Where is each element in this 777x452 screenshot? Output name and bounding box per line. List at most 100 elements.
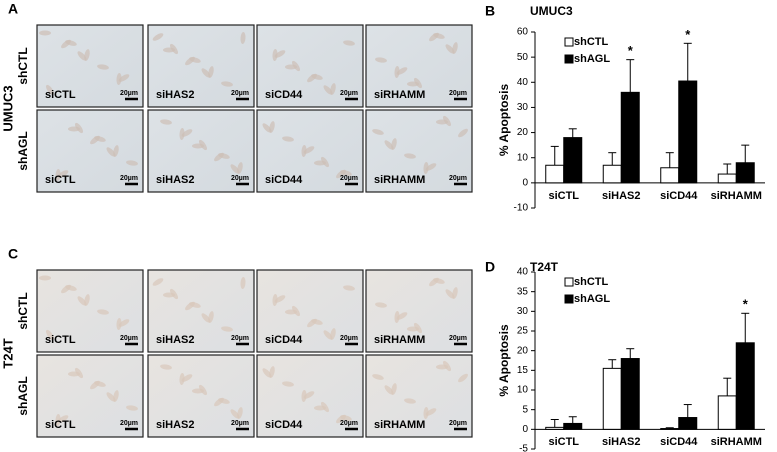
panel-label: D — [485, 259, 495, 275]
cell — [311, 74, 323, 80]
cell — [291, 60, 301, 72]
cell — [201, 313, 211, 323]
scale-bar-label: 20µm — [120, 175, 138, 182]
y-tick-label: 35 — [517, 286, 529, 297]
cell — [442, 115, 452, 127]
cell — [221, 81, 233, 87]
cell — [372, 129, 384, 135]
scale-bar-label: 20µm — [120, 90, 138, 97]
cell — [272, 294, 278, 306]
micrograph — [147, 269, 255, 353]
cell — [97, 64, 109, 70]
condition-label: siHAS2 — [156, 419, 195, 431]
cell — [282, 381, 294, 387]
cell — [77, 51, 87, 61]
cell — [394, 66, 400, 78]
cell — [179, 373, 185, 385]
y-tick-label: 5 — [522, 404, 528, 415]
legend-swatch — [564, 54, 574, 64]
legend-swatch — [564, 37, 574, 47]
cell — [404, 153, 416, 159]
condition-label: siCTL — [45, 419, 76, 431]
cell — [189, 57, 201, 63]
cell — [396, 312, 408, 320]
cell — [396, 67, 408, 75]
scale-bar-label: 20µm — [340, 420, 358, 427]
cell — [340, 170, 352, 176]
condition-label: siCTL — [45, 174, 76, 186]
cell — [452, 42, 458, 54]
cell — [423, 407, 429, 419]
cell — [106, 147, 116, 157]
cell — [442, 360, 452, 372]
x-tick-label: siHAS2 — [602, 436, 641, 448]
cell — [118, 319, 130, 327]
cell — [160, 119, 172, 125]
cell — [237, 162, 243, 174]
cell — [240, 32, 246, 44]
condition-label: siHAS2 — [156, 174, 195, 186]
cell — [272, 49, 278, 61]
cell — [282, 136, 294, 142]
micrograph — [256, 269, 364, 353]
cell — [384, 140, 394, 150]
cell — [384, 385, 394, 395]
y-axis-label: % Apoptosis — [497, 324, 511, 397]
y-tick-label: 15 — [517, 365, 529, 376]
scale-bar-label: 20µm — [340, 335, 358, 342]
bar — [620, 91, 640, 184]
x-tick-label: siCD44 — [660, 190, 698, 202]
condition-label: siCD44 — [265, 174, 303, 186]
legend-label: shCTL — [574, 36, 609, 48]
cell — [55, 169, 61, 181]
row-label: shAGL — [16, 131, 30, 170]
y-tick-label: 50 — [517, 52, 529, 63]
cell — [340, 415, 352, 421]
cell — [181, 374, 193, 382]
cell — [74, 122, 84, 134]
y-tick-label: 20 — [517, 127, 529, 138]
cell — [372, 374, 384, 380]
cell — [169, 43, 179, 55]
cell — [160, 364, 172, 370]
y-tick-label: 10 — [517, 152, 529, 163]
scale-bar-label: 20µm — [340, 175, 358, 182]
y-tick-label: 40 — [517, 77, 529, 88]
cell — [113, 390, 119, 402]
cell — [84, 294, 90, 306]
scale-bar-label: 20µm — [120, 335, 138, 342]
x-tick-label: siRHAMM — [711, 436, 762, 448]
scale-bar-label: 20µm — [231, 420, 249, 427]
micrograph — [147, 24, 255, 108]
cell — [274, 50, 286, 58]
cell — [126, 160, 138, 166]
cell — [116, 318, 122, 330]
cell — [330, 328, 336, 340]
cell — [218, 153, 230, 159]
bar — [717, 173, 737, 184]
cell-line-label: UMUC3 — [0, 85, 15, 131]
cell — [425, 163, 437, 171]
cell — [404, 398, 416, 404]
cell — [116, 73, 122, 85]
micrograph — [365, 109, 473, 193]
panel-label: A — [8, 1, 18, 17]
cell — [458, 373, 468, 383]
y-axis-label: % Apoptosis — [497, 84, 511, 157]
cell — [391, 383, 397, 395]
y-tick-label: 20 — [517, 345, 529, 356]
micrograph — [36, 24, 144, 108]
cell — [94, 136, 106, 142]
cell — [394, 311, 400, 323]
scale-bar-label: 20µm — [449, 175, 467, 182]
bar — [563, 422, 583, 430]
bar — [620, 358, 640, 430]
cell — [77, 296, 87, 306]
legend-label: shCTL — [574, 276, 609, 288]
cell — [458, 128, 468, 138]
cell — [274, 295, 286, 303]
y-tick-label: 30 — [517, 306, 529, 317]
cell — [262, 123, 272, 133]
x-tick-label: siCD44 — [660, 436, 698, 448]
